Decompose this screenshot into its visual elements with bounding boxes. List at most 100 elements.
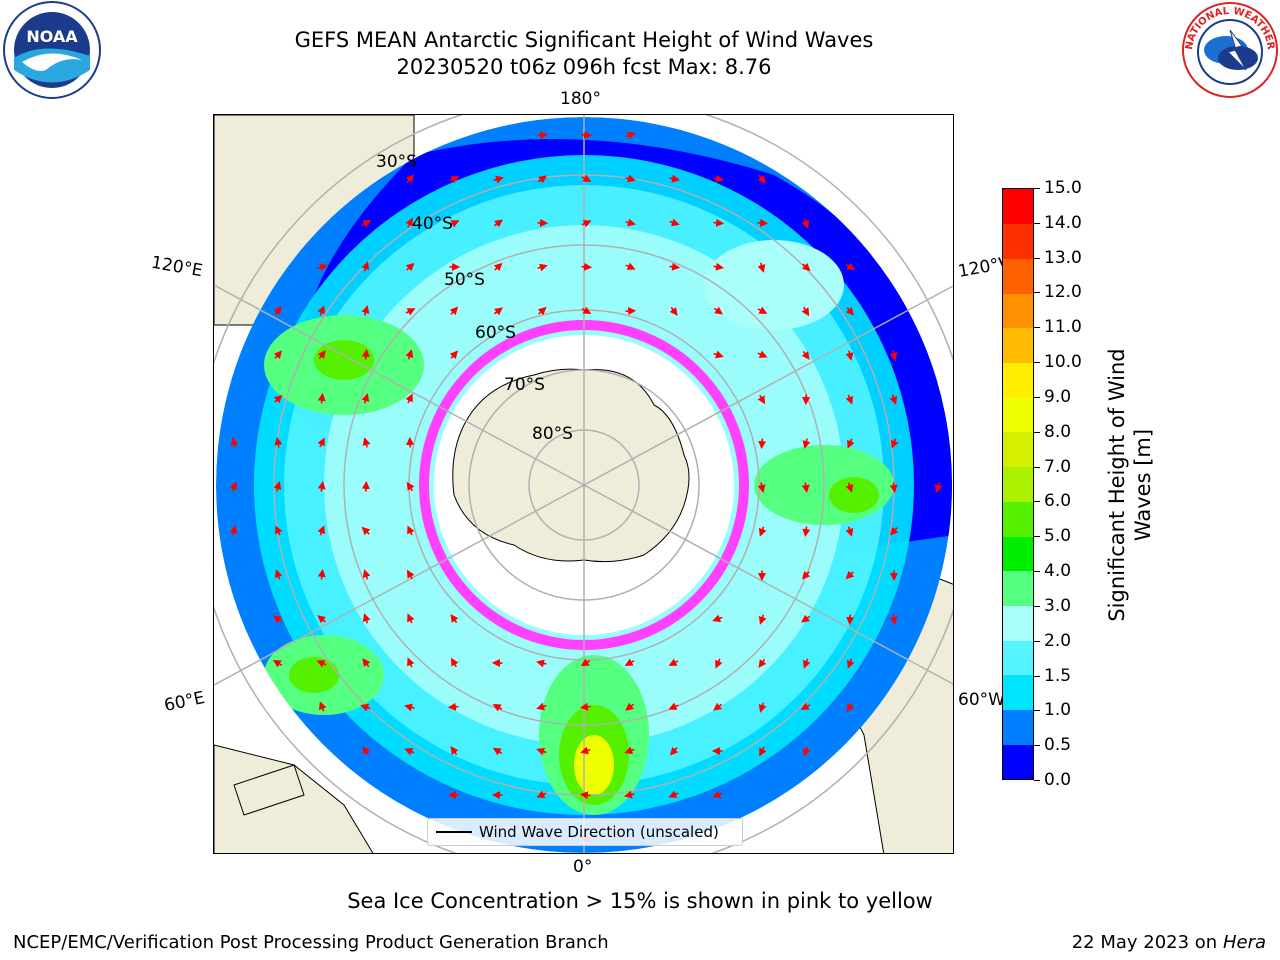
wave-direction-arrow xyxy=(713,702,723,711)
sea-ice-note: Sea Ice Concentration > 15% is shown in … xyxy=(347,889,933,913)
wave-direction-arrow xyxy=(449,220,460,228)
nws-logo: NATIONAL WEATHER SERVICE xyxy=(1176,0,1280,100)
wave-direction-arrow xyxy=(537,175,547,184)
wave-direction-arrow xyxy=(581,174,592,182)
wave-direction-arrow xyxy=(362,437,371,448)
wave-direction-arrow xyxy=(536,790,547,798)
colorbar-tick xyxy=(1034,605,1040,607)
wave-direction-arrow xyxy=(580,658,591,667)
colorbar-tick-label: 4.0 xyxy=(1044,561,1072,582)
wave-direction-arrow xyxy=(758,438,767,450)
colorbar-tick xyxy=(1034,710,1040,712)
wave-direction-arrow xyxy=(317,392,326,404)
wave-direction-arrow xyxy=(362,569,371,580)
wave-direction-arrow xyxy=(579,791,591,800)
wave-direction-arrow xyxy=(669,306,678,316)
wave-direction-arrow xyxy=(757,350,768,358)
wave-direction-arrow xyxy=(625,262,636,270)
wave-direction-arrow xyxy=(450,657,459,668)
wave-direction-arrow xyxy=(757,262,766,273)
wave-direction-arrow xyxy=(317,437,325,448)
lat-label-80s: 80°S xyxy=(532,424,573,444)
wave-direction-arrow xyxy=(890,438,899,449)
wave-direction-arrow xyxy=(229,524,238,536)
footer-credit: NCEP/EMC/Verification Post Processing Pr… xyxy=(13,932,609,953)
wave-direction-arrow xyxy=(360,703,371,712)
map-panel xyxy=(213,114,954,854)
wave-direction-arrow xyxy=(712,614,723,623)
colorbar-tick xyxy=(1034,292,1040,294)
wave-direction-arrow xyxy=(715,658,723,669)
wave-direction-arrow xyxy=(405,393,413,404)
wave-direction-arrow xyxy=(493,219,503,228)
colorbar-tick-label: 13.0 xyxy=(1044,247,1082,268)
wave-direction-arrow xyxy=(361,220,372,228)
wave-direction-arrow xyxy=(668,790,679,798)
wave-direction-arrow xyxy=(406,481,415,492)
wave-direction-arrow xyxy=(624,658,635,667)
wave-direction-arrow xyxy=(361,393,370,404)
colorbar-bin xyxy=(1003,709,1033,745)
lat-label-70s: 70°S xyxy=(504,375,545,395)
wave-direction-arrow xyxy=(801,262,811,272)
lat-label-30s: 30°S xyxy=(376,152,417,172)
wave-direction-arrow xyxy=(537,306,547,316)
colorbar-bin xyxy=(1003,501,1033,537)
polar-map xyxy=(214,115,953,853)
colorbar xyxy=(1002,188,1034,780)
wave-direction-arrow xyxy=(580,746,591,755)
wave-direction-arrow xyxy=(801,306,810,317)
wave-direction-arrow xyxy=(317,525,326,536)
wave-direction-arrow xyxy=(317,305,326,316)
colorbar-bin xyxy=(1003,466,1033,502)
wave-direction-arrow xyxy=(449,306,459,316)
wave-direction-arrow xyxy=(713,174,725,183)
colorbar-tick xyxy=(1034,188,1040,189)
colorbar-tick-label: 0.0 xyxy=(1044,770,1072,790)
wave-direction-arrow xyxy=(273,350,282,360)
wave-direction-arrow xyxy=(624,790,635,799)
wave-direction-arrow xyxy=(846,658,855,669)
wave-direction-arrow xyxy=(405,262,415,272)
wave-direction-arrow xyxy=(361,261,370,272)
lat-label-60s: 60°S xyxy=(475,323,516,343)
colorbar-tick-label: 10.0 xyxy=(1044,352,1082,373)
colorbar-bin xyxy=(1003,293,1033,329)
wave-direction-arrow xyxy=(758,702,767,713)
wave-direction-arrow xyxy=(450,613,459,624)
wave-direction-arrow xyxy=(361,348,370,360)
wave-direction-arrow xyxy=(845,350,854,361)
wave-direction-arrow xyxy=(846,614,855,626)
wave-direction-arrow xyxy=(273,305,282,316)
colorbar-bin xyxy=(1003,674,1033,711)
wave-direction-arrow xyxy=(492,747,503,756)
wave-direction-arrow xyxy=(404,703,415,712)
wave-direction-arrow xyxy=(273,481,282,492)
wave-direction-arrow xyxy=(800,702,811,710)
wave-direction-arrow xyxy=(273,394,283,404)
wave-direction-arrow xyxy=(317,263,328,272)
wave-direction-arrow xyxy=(362,658,371,668)
wave-direction-arrow xyxy=(934,482,943,493)
colorbar-tick xyxy=(1034,640,1040,642)
wave-direction-arrow xyxy=(758,614,767,625)
wave-direction-arrow xyxy=(802,746,811,757)
colorbar-tick-label: 11.0 xyxy=(1044,317,1082,338)
wave-direction-arrow xyxy=(405,174,415,184)
wave-direction-arrow xyxy=(275,525,283,536)
wave-direction-arrow xyxy=(230,436,239,448)
wave-direction-arrow xyxy=(449,176,460,184)
colorbar-tick xyxy=(1034,675,1040,677)
wave-direction-arrow xyxy=(581,306,592,315)
wave-direction-arrow xyxy=(759,746,767,757)
wave-direction-arrow xyxy=(625,131,636,140)
colorbar-tick xyxy=(1034,501,1040,503)
wave-direction-arrow xyxy=(447,702,459,711)
wave-direction-arrow xyxy=(317,350,326,360)
wave-direction-arrow xyxy=(317,480,326,492)
lon-label-0: 0° xyxy=(573,857,593,877)
wave-direction-arrow xyxy=(845,394,854,405)
wave-direction-arrow xyxy=(274,436,283,448)
wave-direction-arrow xyxy=(846,702,855,712)
colorbar-bin xyxy=(1003,327,1033,364)
